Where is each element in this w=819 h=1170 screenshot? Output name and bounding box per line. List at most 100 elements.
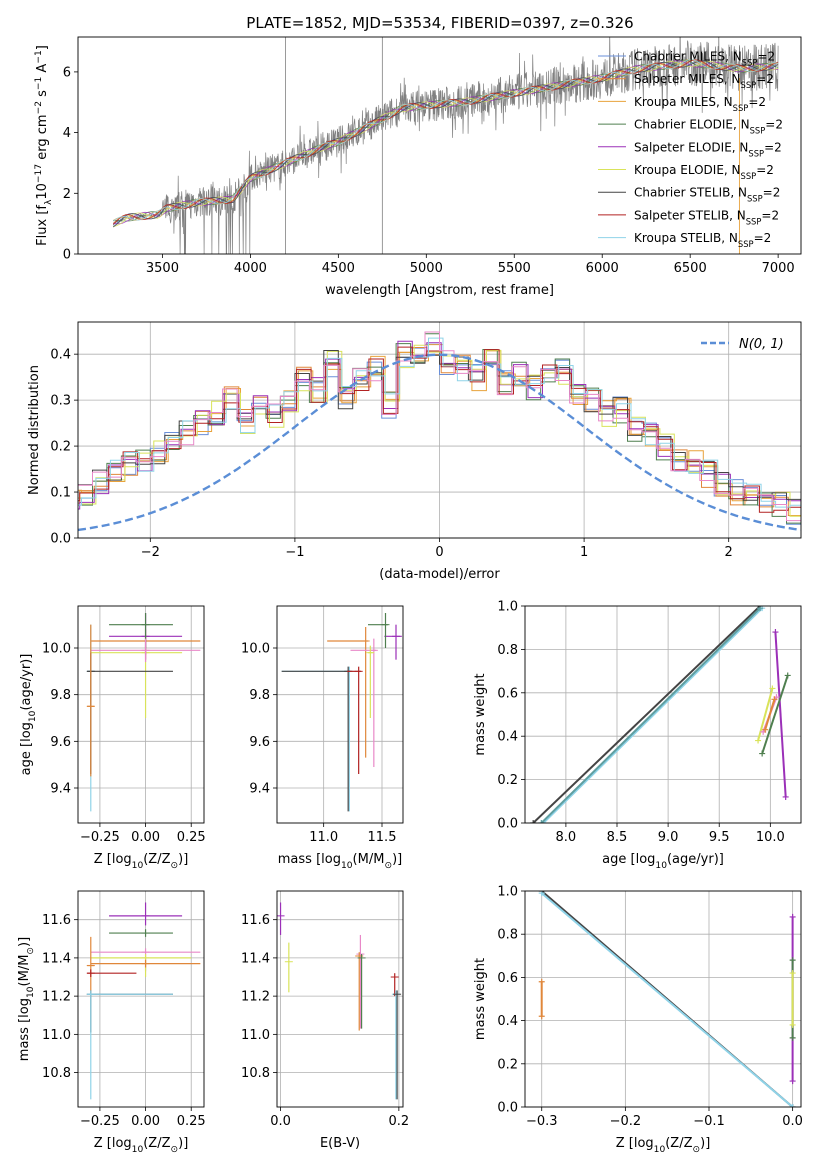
- legend-entry: Kroupa STELIB, NSSP=2: [634, 231, 771, 249]
- legend-entry: Chabrier STELIB, NSSP=2: [634, 186, 780, 204]
- weight-marker: [789, 957, 796, 964]
- x-tick-label: 0.2: [389, 1114, 410, 1129]
- y-tick-label: 0.4: [497, 1014, 518, 1029]
- histogram-step: [78, 331, 801, 522]
- legend: Chabrier MILES, NSSP=2 Salpeter MILES, NS…: [598, 50, 783, 249]
- axes-frame: [276, 890, 404, 1108]
- spectrum-lines: [112, 37, 779, 254]
- histogram-step: [78, 350, 801, 521]
- normal-reference-curve: [78, 353, 801, 532]
- x-axis-label: Z [log10(Z/Z⊙)]: [94, 1136, 189, 1155]
- weight-marker: [538, 820, 545, 823]
- x-tick-label: 0.00: [131, 830, 160, 845]
- legend-entry: Chabrier ELODIE, NSSP=2: [634, 118, 783, 136]
- weight-marker: [784, 672, 791, 679]
- histogram-step: [78, 344, 801, 516]
- y-tick-label: 0.4: [50, 348, 71, 363]
- y-tick-label: 2: [63, 187, 71, 202]
- weight-marker: [759, 750, 766, 757]
- weight-marker: [530, 820, 537, 823]
- y-axis-label: mass weight: [473, 958, 488, 1040]
- axes-frame: [524, 605, 802, 824]
- x-tick-label: −0.25: [80, 1114, 120, 1129]
- model-fit-line: [112, 60, 779, 227]
- age-vs-weight-panel: 8.0 8.5 9.0 9.5 10.0 0.0 0.2 0.4 0.6 0.8 1.0 mass w…: [473, 600, 802, 871]
- y-tick-label: 0.0: [497, 817, 518, 832]
- weight-line: [532, 606, 761, 823]
- spectrum-panel: 3500 4000 4500 5000 5500 6000 6500 7000 0 2 4 6 Flux…: [34, 36, 802, 298]
- y-axis-label: Normed distribution: [27, 365, 42, 495]
- x-axis-label: age [log10(age/yr)]: [602, 852, 724, 871]
- legend-entry: Salpeter ELODIE, NSSP=2: [634, 140, 782, 158]
- y-tick-label: 11.0: [241, 1028, 270, 1043]
- weight-marker: [789, 970, 796, 977]
- x-tick-label: 0.0: [782, 1114, 803, 1129]
- y-tick-label: 11.0: [42, 1028, 71, 1043]
- weight-marker: [538, 978, 545, 985]
- x-tick-label: 11.0: [309, 830, 338, 845]
- y-axis-label: Flux [fλ10−17 erg cm−2 s−1 A−1]: [34, 45, 54, 246]
- histogram-step: [78, 343, 801, 525]
- x-tick-label: 0: [435, 545, 443, 560]
- x-tick-label: 11.5: [368, 830, 397, 845]
- y-tick-label: 9.4: [50, 782, 71, 797]
- x-tick-label: 4000: [234, 261, 267, 276]
- legend-entry: Kroupa ELODIE, NSSP=2: [634, 163, 774, 181]
- histogram-step: [78, 344, 801, 517]
- axes-frame: [77, 321, 802, 539]
- mass-vs-age-panel: 11.0 11.5 9.4 9.6 9.8 10.0 mass [log10(M/M⊙)]: [241, 605, 404, 871]
- z-vs-age-panel: −0.25 0.00 0.25 9.4 9.6 9.8 10.0 age [log10(age…: [19, 605, 206, 871]
- x-tick-label: −0.25: [80, 830, 120, 845]
- legend-entry: Salpeter STELIB, NSSP=2: [634, 208, 779, 226]
- x-axis-label: Z [log10(Z/Z⊙)]: [616, 1136, 711, 1155]
- weight-marker: [789, 1034, 796, 1041]
- x-tick-label: 10.0: [756, 830, 785, 845]
- errorbars: [86, 902, 201, 1100]
- y-tick-label: 10.8: [42, 1066, 71, 1081]
- y-tick-label: 0.2: [50, 440, 71, 455]
- y-tick-label: 0.1: [50, 486, 71, 501]
- x-tick-label: 0.00: [131, 1114, 160, 1129]
- x-tick-label: 9.5: [709, 830, 730, 845]
- x-tick-label: 1: [580, 545, 588, 560]
- y-tick-label: 9.8: [50, 688, 71, 703]
- weight-line: [761, 675, 789, 754]
- weight-line: [542, 607, 763, 823]
- z-vs-weight-panel: −0.3 −0.2 −0.1 0.0 0.0 0.2 0.4 0.6 0.8 1.0 mass we…: [473, 885, 803, 1156]
- x-tick-label: 0.25: [177, 830, 206, 845]
- y-tick-label: 6: [63, 65, 71, 80]
- x-axis-label: Z [log10(Z/Z⊙)]: [94, 852, 189, 871]
- y-tick-label: 1.0: [497, 885, 518, 900]
- histogram-step: [78, 337, 801, 508]
- axes-frame: [524, 890, 802, 1108]
- x-tick-label: 0.0: [270, 1114, 291, 1129]
- y-tick-label: 0.4: [497, 730, 518, 745]
- ebv-vs-mass-panel: 0.0 0.2 10.8 11.0 11.2 11.4 11.6 E(B-V): [241, 890, 410, 1151]
- y-tick-label: 11.6: [42, 913, 71, 928]
- x-tick-label: 0.25: [177, 1114, 206, 1129]
- y-tick-label: 0.2: [497, 773, 518, 788]
- x-tick-label: 8.0: [556, 830, 577, 845]
- y-tick-label: 0: [63, 248, 71, 263]
- errorbars: [277, 902, 402, 1100]
- weight-lines: [530, 606, 791, 823]
- weight-marker: [789, 1021, 796, 1028]
- y-tick-label: 0.0: [497, 1101, 518, 1116]
- weight-line: [540, 607, 761, 823]
- x-tick-label: −0.3: [526, 1114, 558, 1129]
- histogram-step: [78, 347, 801, 516]
- errorbars: [281, 613, 402, 812]
- y-tick-label: 11.4: [241, 951, 270, 966]
- y-tick-label: 10.0: [241, 642, 270, 657]
- weight-line: [541, 892, 794, 1107]
- model-fit-line: [113, 59, 779, 222]
- x-tick-label: 6500: [674, 261, 707, 276]
- y-tick-label: 0.8: [497, 643, 518, 658]
- y-tick-label: 0.6: [497, 686, 518, 701]
- x-tick-label: 6000: [586, 261, 619, 276]
- figure-title: PLATE=1852, MJD=53534, FIBERID=0397, z=0…: [246, 14, 633, 32]
- model-fit-line: [112, 58, 779, 222]
- weight-marker: [772, 629, 779, 636]
- histogram-step: [78, 340, 801, 510]
